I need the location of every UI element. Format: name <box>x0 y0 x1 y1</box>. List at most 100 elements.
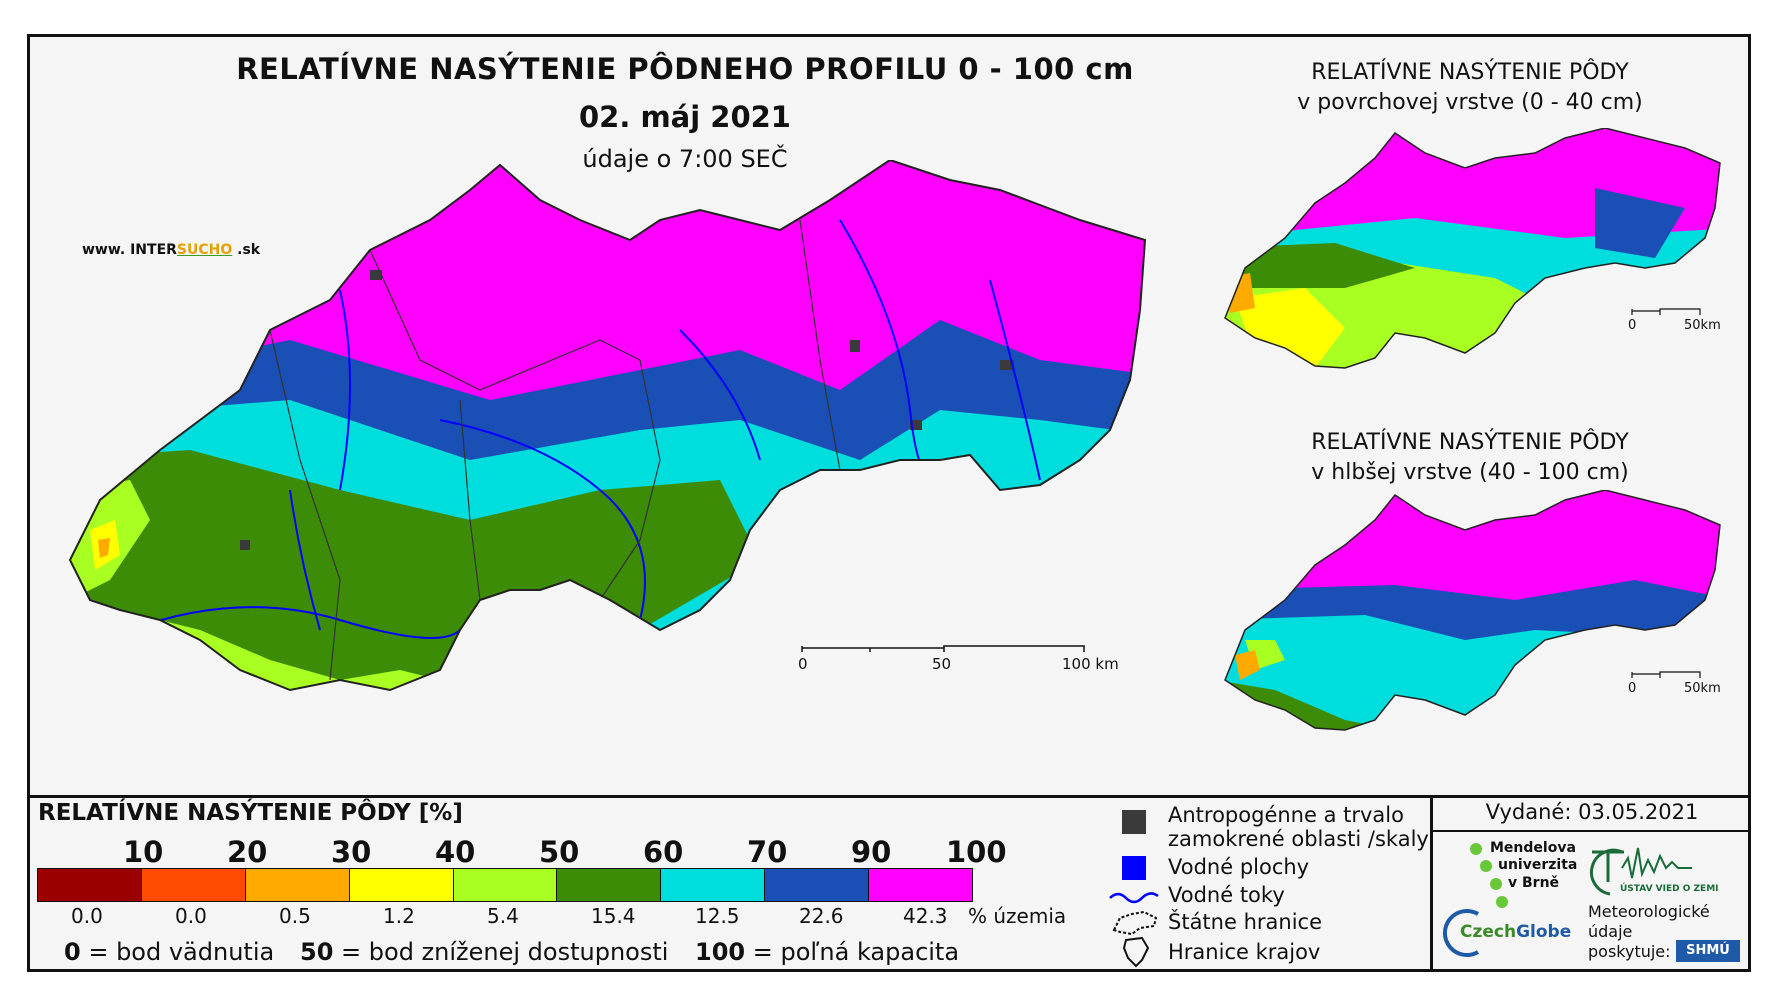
legend-class-percent: 22.6 <box>799 904 844 928</box>
inset-top-title-1: RELATÍVNE NASÝTENIE PÔDY <box>1311 60 1629 85</box>
observation-time: údaje o 7:00 SEČ <box>582 145 788 173</box>
meteo-text-1: Meteorologické <box>1588 902 1710 921</box>
ustav-logo-icon <box>1589 847 1692 896</box>
legend-class-swatch <box>556 869 661 901</box>
legend-class-percent: 0.0 <box>175 904 207 928</box>
region-border <box>799 219 841 471</box>
river-symbol <box>1109 892 1159 904</box>
inset-bottom-title-2: v hlbšej vrstve (40 - 100 cm) <box>1311 460 1629 485</box>
mendel-dot-icon <box>1496 896 1508 908</box>
legend-title: RELATÍVNE NASÝTENIE PÔDY [%] <box>38 800 463 826</box>
shmu-logo: SHMÚ <box>1676 940 1740 962</box>
mendel-text-2: univerzita <box>1498 857 1578 873</box>
inset-top-scale-50: 50km <box>1684 318 1721 333</box>
legend-panel <box>27 795 1751 972</box>
meteo-text-2: údaje <box>1588 922 1633 941</box>
river <box>439 419 646 621</box>
website-brand: SUCHO <box>176 242 233 258</box>
legend-class-percent: 15.4 <box>591 904 636 928</box>
legend-class-percent: 12.5 <box>695 904 740 928</box>
state-border <box>68 160 1147 692</box>
mendel-text-3: v Brně <box>1508 875 1560 891</box>
note-field-capacity: 100 = poľná kapacita <box>695 938 960 966</box>
legend-threshold: 50 <box>539 835 580 869</box>
anthropogenic-swatch <box>1122 810 1146 834</box>
legend-anthropogenic-2: zamokrené oblasti /skaly <box>1168 827 1429 851</box>
region-border <box>599 359 661 601</box>
state-border-symbol <box>1112 910 1158 936</box>
river <box>679 329 761 461</box>
legend-class-swatch <box>38 869 141 901</box>
ustav-text: ÚSTAV VIED O ZEMI <box>1620 884 1719 894</box>
main-map <box>68 160 1147 692</box>
inset-bottom-scalebar <box>1631 671 1701 678</box>
anthropogenic-area <box>910 420 922 430</box>
legend-colorbar <box>37 868 973 902</box>
legend-class-swatch <box>764 869 869 901</box>
anthropogenic-area <box>850 340 860 352</box>
main-date: 02. máj 2021 <box>578 100 791 134</box>
anthropogenic-area <box>370 270 382 280</box>
inset-top-map <box>1224 128 1721 369</box>
region-border <box>269 329 341 681</box>
percent-unit: % územia <box>968 904 1067 928</box>
legend-threshold: 70 <box>747 835 788 869</box>
legend-state-borders: Štátne hranice <box>1168 910 1322 934</box>
inset-top-title-2: v povrchovej vrstve (0 - 40 cm) <box>1297 90 1643 115</box>
legend-anthropogenic-1: Antropogénne a trvalo <box>1168 803 1404 827</box>
legend-threshold: 20 <box>227 835 268 869</box>
issued-date: Vydané: 03.05.2021 <box>1485 800 1699 824</box>
legend-class-swatch <box>868 869 973 901</box>
note-wilting-point: 0 = bod vädnutia <box>64 938 275 966</box>
meteo-text-3: poskytuje: <box>1588 942 1671 961</box>
credits-hdivider <box>1430 830 1751 832</box>
credits-divider <box>1430 795 1433 972</box>
main-title: RELATÍVNE NASÝTENIE PÔDNEHO PROFILU 0 - … <box>236 52 1134 86</box>
main-scalebar <box>801 645 1085 652</box>
river <box>339 289 351 491</box>
note-reduced-availability: 50 = bod zníženej dostupnosti <box>300 938 669 966</box>
anthropogenic-area <box>240 540 250 550</box>
legend-region-borders: Hranice krajov <box>1168 940 1321 964</box>
region-border <box>459 399 481 601</box>
legend-class-percent: 42.3 <box>903 904 948 928</box>
czechglobe-logo: CzechGlobe <box>1460 922 1572 942</box>
main-scale-50: 50 <box>932 655 952 673</box>
region-border <box>369 249 641 391</box>
legend-class-swatch <box>348 869 453 901</box>
website-link[interactable]: www. INTERSUCHO .sk <box>82 242 260 258</box>
anthropogenic-area <box>1000 360 1014 370</box>
region-border-symbol <box>1122 936 1150 968</box>
legend-water-areas: Vodné plochy <box>1168 855 1310 879</box>
czechglobe-arc-icon <box>1442 909 1480 957</box>
legend-class-percent: 5.4 <box>487 904 519 928</box>
mendel-text-1: Mendelova <box>1490 840 1576 856</box>
legend-class-swatch <box>452 869 557 901</box>
legend-threshold: 90 <box>851 835 892 869</box>
legend-class-swatch <box>244 869 349 901</box>
river <box>989 279 1041 481</box>
river <box>129 606 461 639</box>
legend-threshold: 60 <box>643 835 684 869</box>
inset-bottom-scale-50: 50km <box>1684 681 1721 696</box>
river <box>289 489 321 631</box>
water-swatch <box>1122 856 1146 880</box>
legend-class-percent: 1.2 <box>383 904 415 928</box>
mendel-dot-icon <box>1470 843 1482 855</box>
legend-threshold: 100 <box>946 835 1007 869</box>
website-suffix: .sk <box>232 242 261 258</box>
main-scale-100: 100 km <box>1062 655 1119 673</box>
legend-class-swatch <box>660 869 765 901</box>
inset-top-scalebar <box>1631 308 1701 315</box>
main-scale-0: 0 <box>798 655 808 673</box>
mendel-dot-icon <box>1490 878 1502 890</box>
website-prefix: www. INTER <box>82 242 177 258</box>
inset-bottom-map <box>1224 490 1721 731</box>
legend-threshold: 40 <box>435 835 476 869</box>
mendel-dot-icon <box>1480 860 1492 872</box>
legend-class-percent: 0.5 <box>279 904 311 928</box>
legend-rivers: Vodné toky <box>1168 883 1285 907</box>
inset-bottom-scale-0: 0 <box>1628 681 1637 696</box>
inset-top-scale-0: 0 <box>1628 318 1637 333</box>
legend-threshold: 30 <box>331 835 372 869</box>
